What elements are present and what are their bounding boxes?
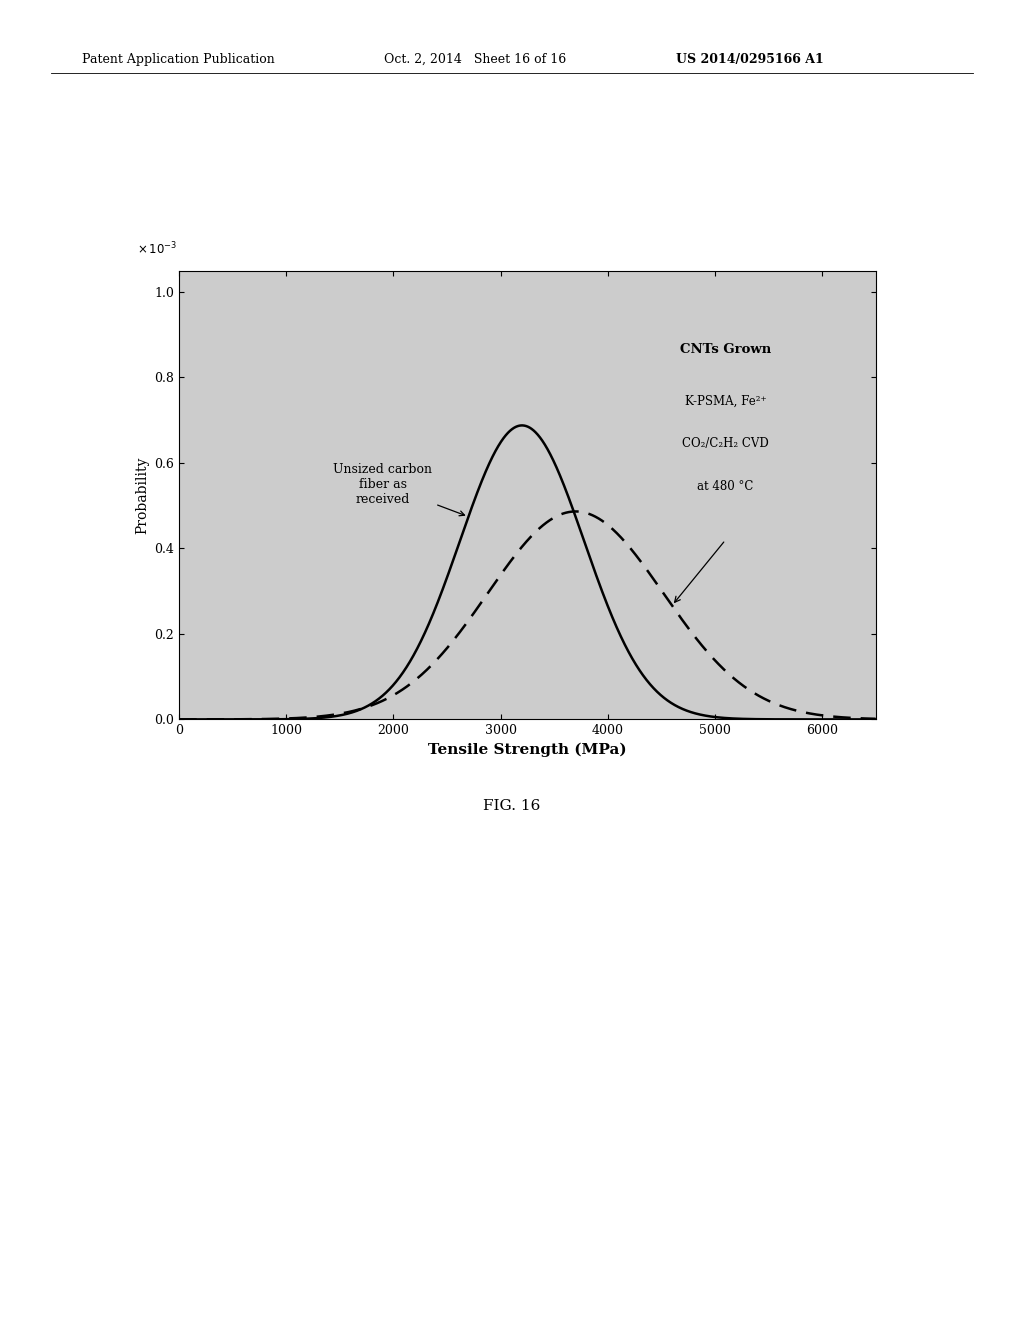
Y-axis label: Probability: Probability [135,457,148,533]
Text: CO₂/C₂H₂ CVD: CO₂/C₂H₂ CVD [682,437,769,450]
Text: at 480 °C: at 480 °C [697,480,754,494]
Text: CNTs Grown: CNTs Grown [680,343,771,356]
Text: Oct. 2, 2014   Sheet 16 of 16: Oct. 2, 2014 Sheet 16 of 16 [384,53,566,66]
Text: US 2014/0295166 A1: US 2014/0295166 A1 [676,53,823,66]
X-axis label: Tensile Strength (MPa): Tensile Strength (MPa) [428,743,627,758]
Text: Unsized carbon
fiber as
received: Unsized carbon fiber as received [333,463,465,516]
Text: Patent Application Publication: Patent Application Publication [82,53,274,66]
Text: FIG. 16: FIG. 16 [483,799,541,813]
Text: $\times\,10^{-3}$: $\times\,10^{-3}$ [137,240,178,257]
Text: K-PSMA, Fe²⁺: K-PSMA, Fe²⁺ [685,395,766,408]
